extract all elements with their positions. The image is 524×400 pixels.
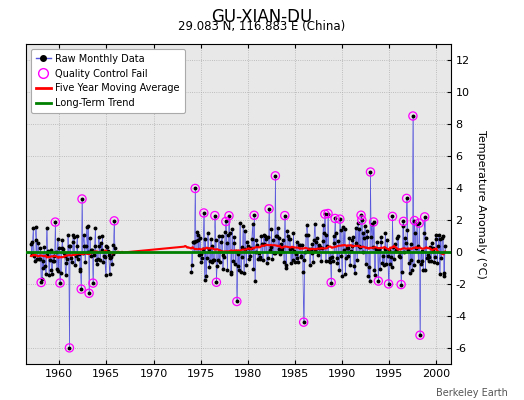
Y-axis label: Temperature Anomaly (°C): Temperature Anomaly (°C) [476, 130, 486, 278]
Point [250, 212, 258, 218]
Point [222, 218, 230, 225]
Point [402, 195, 411, 202]
Point [233, 298, 241, 305]
Point [358, 217, 366, 223]
Point [265, 206, 274, 212]
Point [212, 279, 221, 286]
Point [399, 218, 408, 224]
Point [366, 169, 375, 175]
Point [37, 279, 45, 286]
Point [200, 210, 208, 216]
Point [335, 216, 344, 222]
Point [77, 286, 85, 292]
Point [89, 280, 97, 286]
Text: GU-XIAN-DU: GU-XIAN-DU [211, 8, 313, 26]
Point [78, 196, 86, 202]
Point [211, 212, 219, 219]
Point [357, 212, 365, 218]
Text: 29.083 N, 116.883 E (China): 29.083 N, 116.883 E (China) [178, 20, 346, 33]
Point [271, 173, 280, 179]
Point [331, 215, 339, 222]
Legend: Raw Monthly Data, Quality Control Fail, Five Year Moving Average, Long-Term Tren: Raw Monthly Data, Quality Control Fail, … [31, 49, 185, 113]
Point [51, 219, 59, 225]
Point [327, 279, 335, 286]
Point [415, 220, 423, 226]
Point [280, 212, 289, 219]
Point [410, 217, 419, 224]
Point [374, 278, 383, 284]
Point [299, 319, 308, 325]
Point [65, 345, 73, 351]
Point [388, 213, 397, 220]
Point [397, 281, 405, 288]
Point [321, 211, 329, 217]
Point [85, 290, 93, 296]
Text: Berkeley Earth: Berkeley Earth [436, 388, 508, 398]
Point [225, 212, 233, 219]
Point [191, 185, 199, 192]
Point [384, 281, 392, 287]
Point [110, 218, 118, 224]
Point [420, 214, 429, 220]
Point [409, 113, 417, 119]
Point [416, 332, 424, 338]
Point [56, 280, 64, 286]
Point [324, 210, 332, 217]
Point [369, 219, 378, 225]
